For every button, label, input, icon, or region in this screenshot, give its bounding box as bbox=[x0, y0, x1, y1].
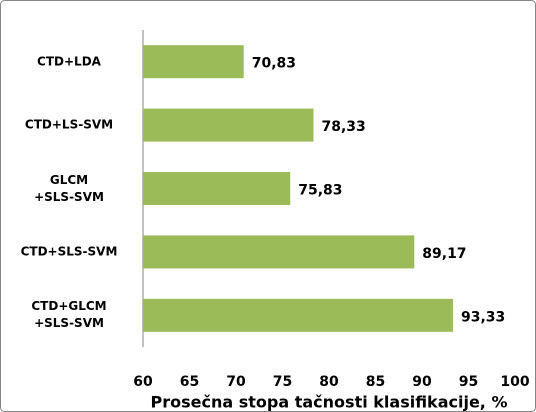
y-tick-label: GLCM +SLS-SVM bbox=[34, 172, 104, 204]
x-tick-label: 95 bbox=[459, 374, 478, 390]
bar bbox=[143, 172, 291, 205]
bar bbox=[143, 235, 415, 269]
y-tick-label: CTD+GLCM +SLS-SVM bbox=[31, 299, 107, 331]
y-tick-label: CTD+LDA bbox=[37, 54, 101, 69]
y-tick-label: CTD+SLS-SVM bbox=[20, 244, 118, 259]
x-tick-label: 60 bbox=[133, 374, 153, 390]
x-tick-label: 65 bbox=[180, 374, 199, 390]
y-tick-label: CTD+LS-SVM bbox=[24, 117, 114, 132]
data-label: 78,33 bbox=[321, 119, 365, 135]
data-label: 75,83 bbox=[298, 183, 342, 199]
x-tick-label: 90 bbox=[412, 374, 432, 390]
x-tick-label: 85 bbox=[366, 374, 385, 390]
bar bbox=[143, 298, 453, 332]
data-label: 70,83 bbox=[252, 56, 296, 72]
x-tick-label: 75 bbox=[273, 374, 292, 390]
data-label: 89,17 bbox=[422, 246, 466, 262]
x-axis-title: Prosečna stopa tačnosti klasifikacije, % bbox=[151, 393, 508, 412]
bar bbox=[143, 108, 314, 142]
x-tick-label: 100 bbox=[500, 374, 529, 390]
x-tick-label: 80 bbox=[319, 374, 339, 390]
bar bbox=[143, 45, 244, 79]
data-label: 93,33 bbox=[461, 309, 505, 325]
x-tick-label: 70 bbox=[226, 374, 246, 390]
